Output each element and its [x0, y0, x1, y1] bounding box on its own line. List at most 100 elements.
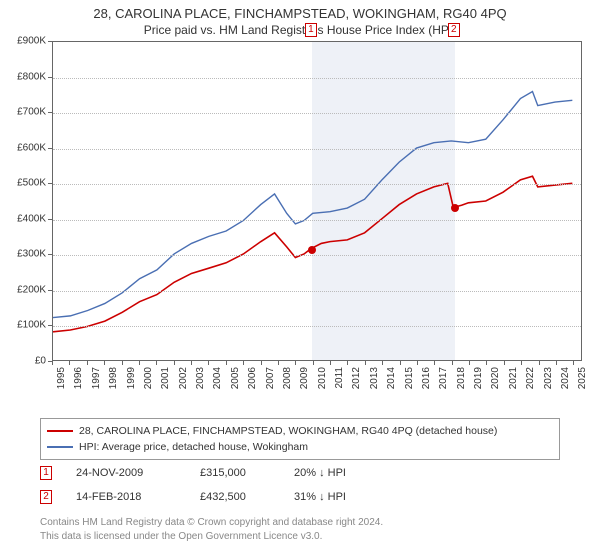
- sale-point-icon: [451, 204, 459, 212]
- y-tick: [48, 290, 52, 291]
- footer-line1: Contains HM Land Registry data © Crown c…: [40, 516, 383, 530]
- y-tick-label: £800K: [17, 71, 46, 82]
- x-tick-label: 2014: [386, 367, 397, 389]
- x-tick-label: 2009: [299, 367, 310, 389]
- x-tick: [139, 361, 140, 365]
- y-tick: [48, 254, 52, 255]
- gridline-h: [53, 326, 581, 327]
- y-tick-label: £900K: [17, 36, 46, 47]
- chart-subtitle: Price paid vs. HM Land Registry's House …: [0, 21, 600, 41]
- sale-date-2: 14-FEB-2018: [76, 491, 176, 503]
- series-hpi: [53, 91, 572, 317]
- x-tick-label: 2001: [160, 367, 171, 389]
- x-tick-label: 2008: [282, 367, 293, 389]
- chart-container: 28, CAROLINA PLACE, FINCHAMPSTEAD, WOKIN…: [0, 0, 600, 560]
- x-tick-label: 2021: [508, 367, 519, 389]
- chart-area: £0 £100K £200K £300K £400K £500K £600K £700K £80…: [10, 41, 590, 401]
- x-tick: [347, 361, 348, 365]
- x-tick-label: 2005: [230, 367, 241, 389]
- x-tick-label: 2011: [334, 367, 345, 389]
- x-tick: [174, 361, 175, 365]
- gridline-h: [53, 113, 581, 114]
- sale-marker-1: 1: [40, 466, 52, 480]
- legend-swatch-hpi: [47, 446, 73, 448]
- x-tick: [434, 361, 435, 365]
- y-tick-label: £0: [35, 356, 46, 367]
- sale-diff-2: 31% ↓ HPI: [294, 491, 374, 503]
- y-tick-label: £200K: [17, 284, 46, 295]
- legend-item-property: 28, CAROLINA PLACE, FINCHAMPSTEAD, WOKIN…: [47, 423, 553, 439]
- x-tick: [122, 361, 123, 365]
- x-tick-label: 2004: [212, 367, 223, 389]
- x-tick-label: 2003: [195, 367, 206, 389]
- y-tick-label: £600K: [17, 142, 46, 153]
- x-tick: [156, 361, 157, 365]
- gridline-h: [53, 291, 581, 292]
- y-tick-label: £500K: [17, 178, 46, 189]
- x-tick: [69, 361, 70, 365]
- legend-label-hpi: HPI: Average price, detached house, Woki…: [79, 441, 308, 453]
- x-tick: [417, 361, 418, 365]
- y-tick-label: £100K: [17, 320, 46, 331]
- x-axis-labels: 1995199619971998199920002001200220032004…: [52, 363, 582, 401]
- footer-attribution: Contains HM Land Registry data © Crown c…: [40, 516, 383, 543]
- sale-point-icon: [308, 246, 316, 254]
- footer-line2: This data is licensed under the Open Gov…: [40, 530, 383, 544]
- x-tick-label: 1996: [73, 367, 84, 389]
- x-tick-label: 2017: [438, 367, 449, 389]
- x-tick-label: 2019: [473, 367, 484, 389]
- x-tick: [365, 361, 366, 365]
- x-tick: [382, 361, 383, 365]
- x-tick: [261, 361, 262, 365]
- gridline-h: [53, 255, 581, 256]
- y-tick-label: £400K: [17, 213, 46, 224]
- chart-title: 28, CAROLINA PLACE, FINCHAMPSTEAD, WOKIN…: [0, 0, 600, 21]
- x-tick-label: 1999: [126, 367, 137, 389]
- x-tick-label: 2006: [247, 367, 258, 389]
- x-tick: [504, 361, 505, 365]
- x-tick-label: 2020: [490, 367, 501, 389]
- x-tick: [226, 361, 227, 365]
- y-tick-label: £300K: [17, 249, 46, 260]
- sale-price-2: £432,500: [200, 491, 270, 503]
- x-tick: [52, 361, 53, 365]
- x-tick: [400, 361, 401, 365]
- x-tick-label: 2012: [351, 367, 362, 389]
- x-tick-label: 2015: [404, 367, 415, 389]
- gridline-h: [53, 220, 581, 221]
- y-tick: [48, 183, 52, 184]
- x-tick: [313, 361, 314, 365]
- x-tick: [278, 361, 279, 365]
- x-tick: [330, 361, 331, 365]
- legend: 28, CAROLINA PLACE, FINCHAMPSTEAD, WOKIN…: [40, 418, 560, 460]
- sale-price-1: £315,000: [200, 467, 270, 479]
- y-tick-label: £700K: [17, 107, 46, 118]
- gridline-h: [53, 78, 581, 79]
- gridline-h: [53, 149, 581, 150]
- sale-diff-1: 20% ↓ HPI: [294, 467, 374, 479]
- x-tick-label: 2024: [560, 367, 571, 389]
- legend-swatch-property: [47, 430, 73, 432]
- legend-label-property: 28, CAROLINA PLACE, FINCHAMPSTEAD, WOKIN…: [79, 425, 497, 437]
- line-series-svg: [53, 42, 581, 360]
- x-tick: [104, 361, 105, 365]
- sale-marker-2: 2: [40, 490, 52, 504]
- y-tick: [48, 325, 52, 326]
- x-tick-label: 1995: [56, 367, 67, 389]
- series-property: [53, 176, 572, 332]
- x-tick-label: 2022: [525, 367, 536, 389]
- y-tick: [48, 219, 52, 220]
- x-tick: [573, 361, 574, 365]
- sale-date-1: 24-NOV-2009: [76, 467, 176, 479]
- plot-area: [52, 41, 582, 361]
- x-tick: [556, 361, 557, 365]
- x-tick: [486, 361, 487, 365]
- legend-item-hpi: HPI: Average price, detached house, Woki…: [47, 439, 553, 455]
- chart-marker-1: 1: [305, 23, 317, 37]
- x-tick-label: 2007: [265, 367, 276, 389]
- x-tick: [87, 361, 88, 365]
- x-tick-label: 2025: [577, 367, 588, 389]
- x-tick: [521, 361, 522, 365]
- x-tick: [452, 361, 453, 365]
- x-tick-label: 2013: [369, 367, 380, 389]
